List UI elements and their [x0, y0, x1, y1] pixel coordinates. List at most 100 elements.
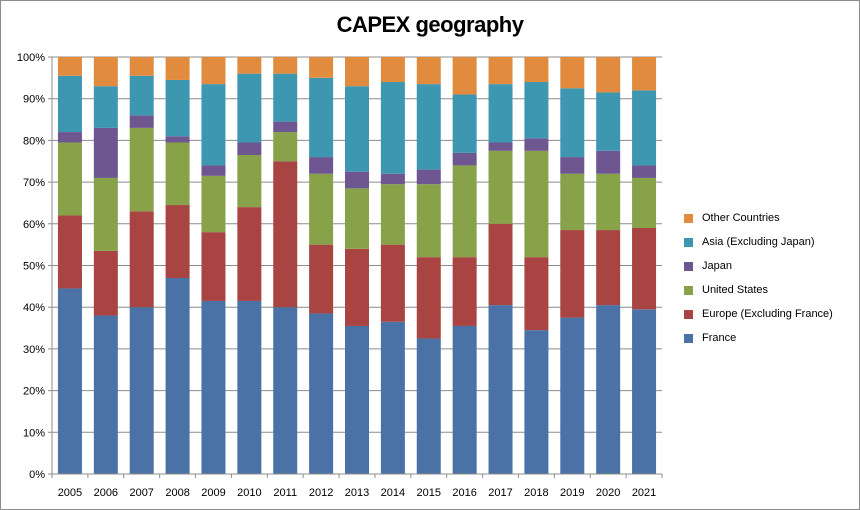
bar-segment [57, 132, 82, 143]
bar-segment [309, 313, 334, 474]
y-tick-label: 60% [23, 219, 45, 231]
bar-segment [416, 338, 441, 474]
bar-segment [596, 57, 621, 93]
bar-segment [524, 257, 549, 331]
bar-segment [129, 115, 154, 128]
bar-segment [416, 169, 441, 185]
legend-label: Japan [702, 260, 732, 272]
bar-segment [524, 82, 549, 139]
bar-segment [57, 75, 82, 133]
legend-item: Europe (Excluding France) [684, 302, 854, 326]
y-tick-label: 70% [23, 177, 45, 189]
bar-segment [273, 307, 298, 474]
x-tick-label: 2005 [58, 487, 82, 499]
bar-segment [237, 73, 262, 143]
bar-segment [632, 165, 657, 178]
bar-segment [345, 86, 369, 172]
bar-segment [560, 157, 585, 174]
bar-segment [380, 321, 405, 474]
x-tick-label: 2019 [560, 487, 584, 499]
bar-segment [165, 79, 190, 137]
bar-segment [165, 57, 190, 80]
bar-segment [416, 184, 441, 258]
bar-segment [632, 227, 657, 310]
bar-segment [237, 154, 262, 208]
legend-swatch [684, 333, 693, 343]
bar-segment [560, 57, 585, 89]
bar-segment [309, 244, 334, 314]
x-tick-label: 2009 [201, 487, 225, 499]
bar-segment [416, 84, 441, 170]
bar-segment [201, 165, 226, 176]
legend-swatch [684, 285, 693, 295]
bar-segment [129, 75, 154, 116]
bar-segment [345, 248, 369, 326]
legend-label: United States [702, 284, 769, 296]
bar-segment [237, 142, 262, 155]
bar-segment [201, 57, 226, 85]
bar-segment [632, 57, 657, 91]
bar-segment [165, 278, 190, 474]
bar-segment [596, 92, 621, 151]
bar-segment [165, 205, 190, 279]
legend-item: Other Countries [684, 206, 854, 230]
x-tick-label: 2008 [165, 487, 189, 499]
bar-segment [560, 317, 585, 474]
y-tick-label: 10% [23, 427, 45, 439]
y-tick-label: 30% [23, 344, 45, 356]
bar-segment [309, 173, 334, 245]
bar-segment [237, 207, 262, 301]
x-tick-label: 2010 [237, 487, 261, 499]
bar-segment [345, 325, 369, 474]
legend-swatch [684, 261, 693, 271]
bar-segment [201, 300, 226, 474]
bar-segment [57, 288, 82, 474]
bar-segment [596, 173, 621, 231]
bar-segment [201, 84, 226, 166]
bar-segment [273, 57, 298, 74]
legend-swatch [684, 213, 693, 223]
y-tick-label: 40% [23, 302, 45, 314]
bar-segment [452, 57, 477, 95]
bar-segment [165, 136, 190, 143]
bar-segment [488, 223, 513, 306]
bar-segment [380, 244, 405, 322]
bar-segment [273, 121, 298, 133]
bar-segment [345, 188, 369, 249]
bar-segment [380, 173, 405, 185]
bar-segment [596, 230, 621, 306]
legend-item: France [684, 326, 854, 350]
bar-segment [93, 127, 118, 178]
bar-segment [93, 250, 118, 316]
bar-segment [452, 325, 477, 474]
bar-segment [380, 82, 405, 174]
bar-segment [57, 57, 82, 76]
bar-segment [596, 305, 621, 474]
x-tick-label: 2020 [596, 487, 620, 499]
bar-segment [524, 330, 549, 474]
bar-segment [57, 215, 82, 289]
bar-segment [165, 142, 190, 206]
bar-segment [380, 184, 405, 245]
bar-segment [237, 57, 262, 74]
bar-segment [93, 315, 118, 474]
bar-segment [93, 57, 118, 87]
y-tick-label: 80% [23, 135, 45, 147]
bar-segment [345, 57, 369, 87]
bar-segment [488, 57, 513, 85]
bar-segment [560, 173, 585, 231]
chart-legend: Other Countries Asia (Excluding Japan) Jap… [684, 206, 854, 350]
bar-segment [129, 307, 154, 474]
bar-segment [380, 57, 405, 83]
legend-label: Europe (Excluding France) [702, 308, 833, 320]
bar-segment [345, 171, 369, 189]
x-tick-label: 2015 [417, 487, 441, 499]
x-tick-label: 2014 [381, 487, 405, 499]
bar-segment [129, 127, 154, 212]
bar-segment [129, 211, 154, 308]
x-tick-label: 2012 [309, 487, 333, 499]
bar-segment [560, 230, 585, 318]
bar-segment [129, 57, 154, 76]
legend-swatch [684, 309, 693, 319]
legend-swatch [684, 237, 693, 247]
